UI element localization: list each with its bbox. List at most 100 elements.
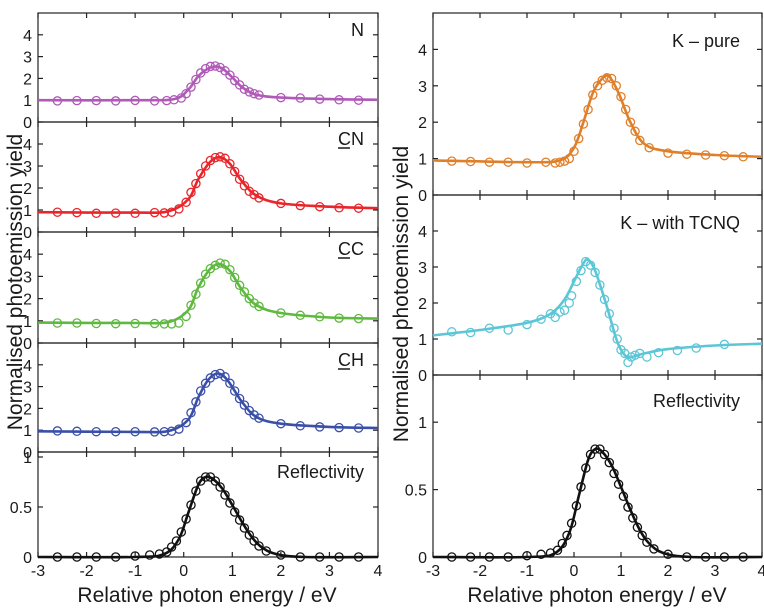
- data-point: [597, 75, 607, 86]
- data-point: [110, 426, 121, 437]
- panel-frame: [37, 342, 379, 453]
- data-point: [295, 421, 306, 431]
- data-point: [623, 502, 633, 512]
- data-point: [52, 96, 63, 106]
- x-tick-label: 1: [617, 563, 626, 580]
- data-point: [620, 104, 631, 115]
- data-point: [130, 426, 140, 437]
- data-point: [225, 159, 235, 169]
- data-point: [234, 393, 245, 404]
- y-tick-label: 1: [23, 203, 32, 220]
- data-point: [609, 468, 619, 479]
- data-point: [205, 155, 216, 166]
- data-point: [672, 345, 683, 356]
- data-point: [628, 513, 638, 523]
- y-tick-label: 1: [418, 415, 427, 432]
- data-point: [195, 168, 206, 179]
- data-point: [239, 181, 250, 191]
- data-point: [176, 527, 187, 537]
- y-tick-label: 3: [418, 79, 427, 96]
- data-point: [738, 552, 748, 562]
- data-point: [719, 150, 730, 161]
- data-point: [110, 318, 121, 329]
- data-point: [295, 552, 306, 562]
- data-point: [557, 538, 568, 549]
- panel-1: 0 1 2 3 4 N: [23, 12, 379, 132]
- data-point: [536, 549, 546, 560]
- data-point: [334, 203, 344, 213]
- data-point: [611, 81, 622, 91]
- panel-5: 0 0.5 1 -3 -2 -1 0 1 2 3 4 Reflectivity: [10, 450, 383, 580]
- data-point: [484, 552, 495, 562]
- data-point: [644, 142, 654, 153]
- data-point: [595, 280, 605, 290]
- data-point: [166, 319, 177, 329]
- data-point: [295, 93, 306, 103]
- data-point: [569, 146, 579, 157]
- data-point: [637, 530, 647, 541]
- data-point: [566, 291, 577, 301]
- data-point: [503, 157, 513, 167]
- data-point: [234, 280, 245, 291]
- data-point: [225, 378, 235, 389]
- data-point: [465, 552, 476, 562]
- data-point: [447, 156, 457, 166]
- data-point: [91, 552, 102, 562]
- data-point: [592, 81, 603, 91]
- x-tick-label: 2: [664, 563, 673, 580]
- data-point: [465, 327, 476, 338]
- data-point: [225, 264, 235, 275]
- data-point: [215, 258, 225, 268]
- data-point: [191, 74, 201, 85]
- fit-curve: [432, 447, 763, 559]
- data-point: [585, 260, 596, 270]
- data-point: [314, 201, 325, 212]
- data-point: [159, 319, 170, 329]
- panel-title: CC: [338, 239, 364, 259]
- data-point: [606, 73, 617, 84]
- data-point: [200, 378, 211, 389]
- data-point: [166, 542, 177, 552]
- panel-title: Reflectivity: [653, 391, 740, 411]
- data-point: [465, 156, 476, 167]
- data-point: [616, 91, 626, 102]
- data-point: [186, 187, 196, 198]
- data-point: [91, 208, 102, 219]
- data-point: [110, 208, 121, 218]
- data-point: [210, 476, 221, 486]
- data-point: [590, 267, 600, 278]
- data-point: [576, 265, 586, 276]
- fit-curve: [37, 262, 379, 325]
- x-tick-label: 4: [758, 563, 764, 580]
- data-point: [295, 200, 306, 211]
- data-point: [229, 166, 240, 177]
- panel-title: K – with TCNQ: [620, 213, 740, 233]
- data-point: [161, 547, 172, 557]
- data-point: [149, 96, 160, 106]
- data-point: [149, 318, 160, 329]
- data-point: [205, 373, 216, 383]
- right-y-axis-label: Normalised photoemission yield: [390, 146, 413, 442]
- data-point: [181, 417, 191, 428]
- data-point: [522, 158, 532, 168]
- data-point: [635, 135, 645, 146]
- data-point: [72, 95, 82, 106]
- panel-8: 0 0.5 1 -3 -2 -1 0 1 2 3 4 Reflectivity: [405, 374, 764, 580]
- data-point: [334, 422, 344, 433]
- data-point: [261, 546, 272, 556]
- data-point: [195, 386, 206, 396]
- data-point: [191, 486, 201, 496]
- y-tick-label: 4: [23, 358, 32, 375]
- panel-title: N: [351, 20, 364, 40]
- y-tick-label: 4: [23, 137, 32, 154]
- data-point: [249, 536, 259, 546]
- data-point: [599, 294, 610, 305]
- data-point: [181, 88, 191, 99]
- data-point: [254, 193, 264, 203]
- data-point: [200, 472, 211, 482]
- data-point: [191, 397, 201, 407]
- data-point: [220, 259, 230, 269]
- data-point: [353, 313, 364, 324]
- data-point: [110, 96, 121, 106]
